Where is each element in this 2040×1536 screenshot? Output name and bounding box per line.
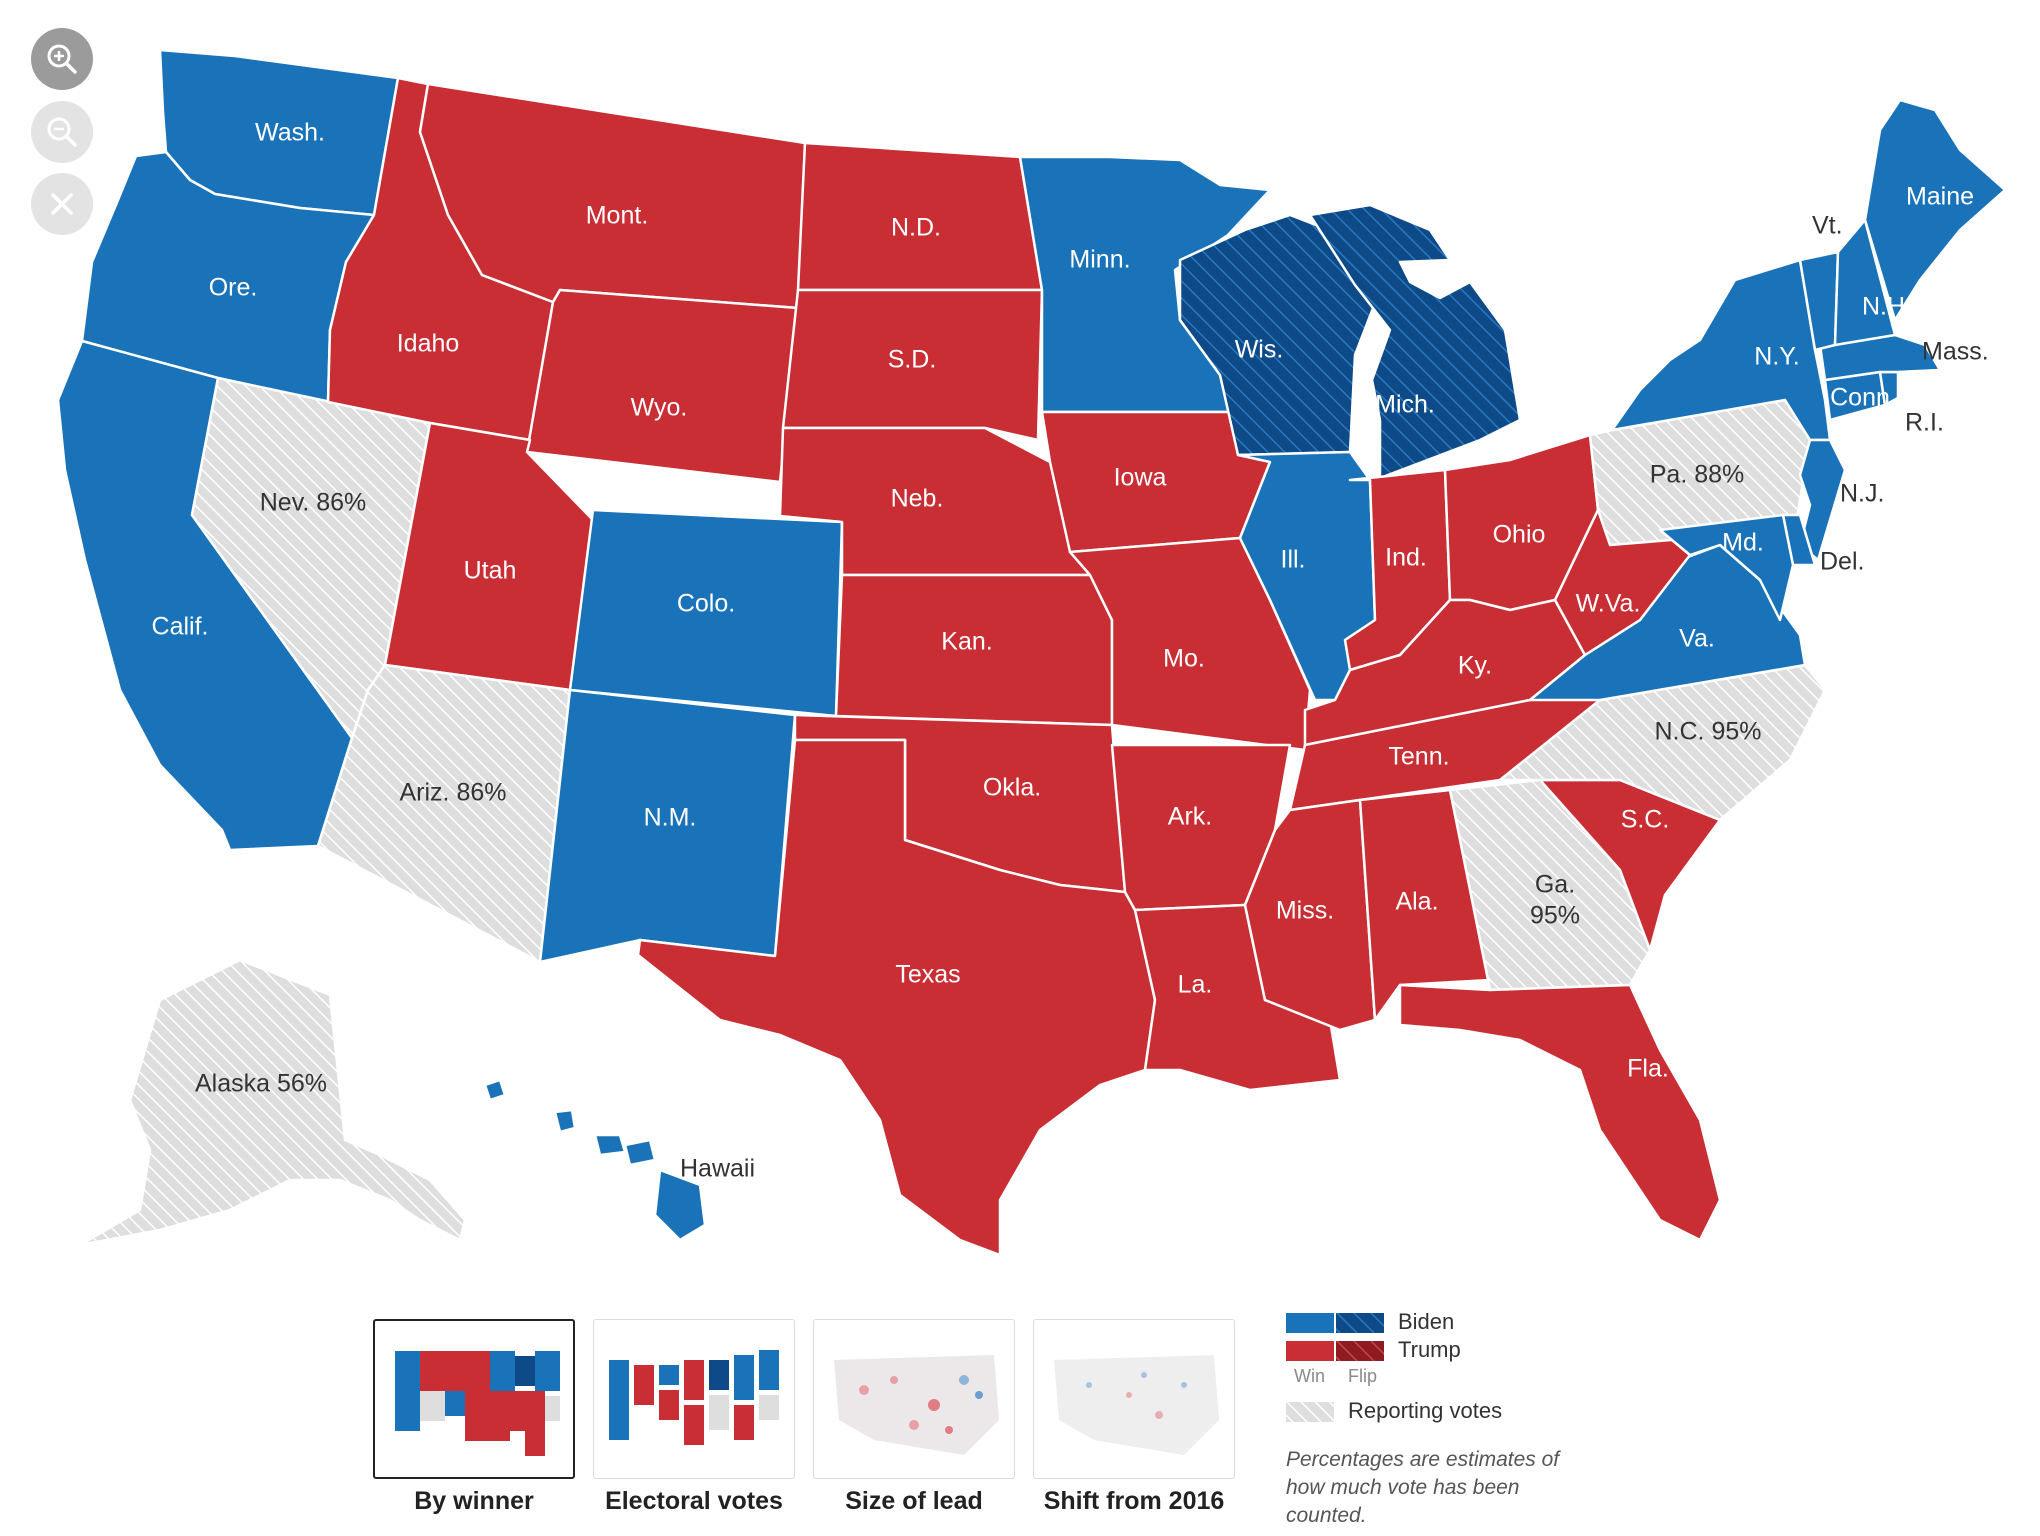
label-del: Del. xyxy=(1820,548,1864,576)
legend-swatch-biden-win xyxy=(1286,1313,1334,1333)
legend-swatch-biden-flip xyxy=(1336,1313,1384,1333)
legend-label-biden: Biden xyxy=(1398,1309,1455,1334)
state-kan[interactable] xyxy=(834,573,1114,727)
state-fla[interactable] xyxy=(1398,983,1722,1242)
label-ri: R.I. xyxy=(1905,409,1944,437)
zoom-in-icon xyxy=(47,44,77,74)
map-type-shift-from-2016[interactable] xyxy=(1033,1319,1235,1479)
legend-swatch-trump-flip xyxy=(1336,1341,1384,1361)
state-hawaii[interactable] xyxy=(483,1078,707,1242)
state-ala[interactable] xyxy=(1358,788,1492,1022)
label-hawaii: Hawaii xyxy=(680,1155,755,1183)
state-md[interactable] xyxy=(1658,513,1795,622)
state-alaska[interactable] xyxy=(78,958,467,1247)
map-type-size-of-lead[interactable] xyxy=(813,1319,1015,1479)
state-sd[interactable] xyxy=(781,288,1044,442)
state-nm[interactable] xyxy=(538,688,797,964)
label-nj: N.J. xyxy=(1840,480,1884,508)
map-type-by-winner[interactable] xyxy=(373,1319,575,1479)
shift-from-2016-thumbnail xyxy=(1054,1355,1219,1455)
zoom-out-icon xyxy=(47,117,77,147)
state-maine[interactable] xyxy=(1863,98,2007,322)
close-icon xyxy=(51,193,73,215)
by-winner-thumbnail xyxy=(395,1351,560,1456)
state-nd[interactable] xyxy=(796,141,1044,292)
zoom-in-button[interactable] xyxy=(31,28,93,90)
state-wyo[interactable] xyxy=(525,288,800,484)
legend-label-reporting: Reporting votes xyxy=(1348,1398,1503,1423)
state-wis[interactable] xyxy=(1178,213,1382,457)
state-ill[interactable] xyxy=(1236,450,1377,702)
size-of-lead-thumbnail xyxy=(834,1355,999,1455)
us-election-map: Wash. Ore. Calif. Nev. 86% Idaho Mont. W… xyxy=(56,48,2007,1257)
legend-swatch-reporting xyxy=(1286,1402,1334,1422)
map-type-electoral-votes[interactable] xyxy=(593,1319,795,1479)
state-ky[interactable] xyxy=(1303,598,1587,747)
legend-label-trump: Trump xyxy=(1398,1337,1461,1362)
zoom-out-button[interactable] xyxy=(31,101,93,163)
state-colo[interactable] xyxy=(568,508,844,718)
map-type-label-size-of-lead[interactable]: Size of lead xyxy=(845,1487,983,1515)
legend-label-flip: Flip xyxy=(1348,1366,1378,1386)
state-mass[interactable] xyxy=(1818,333,1942,382)
state-texas[interactable] xyxy=(636,738,1157,1257)
map-legend: Biden Trump Win Flip Reporting votes Per… xyxy=(1286,1309,1606,1530)
legend-label-win: Win xyxy=(1294,1366,1325,1386)
map-type-label-electoral-votes[interactable]: Electoral votes xyxy=(605,1487,783,1515)
label-vt: Vt. xyxy=(1812,212,1843,240)
map-type-label-shift-from-2016[interactable]: Shift from 2016 xyxy=(1043,1487,1225,1515)
state-nh[interactable] xyxy=(1833,218,1897,347)
legend-note: Percentages are estimates of how much vo… xyxy=(1286,1448,1560,1527)
reset-zoom-button[interactable] xyxy=(31,173,93,235)
map-type-label-by-winner[interactable]: By winner xyxy=(414,1487,534,1515)
state-mich[interactable] xyxy=(1308,203,1522,480)
electoral-votes-thumbnail xyxy=(609,1350,779,1445)
legend-swatch-trump-win xyxy=(1286,1341,1334,1361)
